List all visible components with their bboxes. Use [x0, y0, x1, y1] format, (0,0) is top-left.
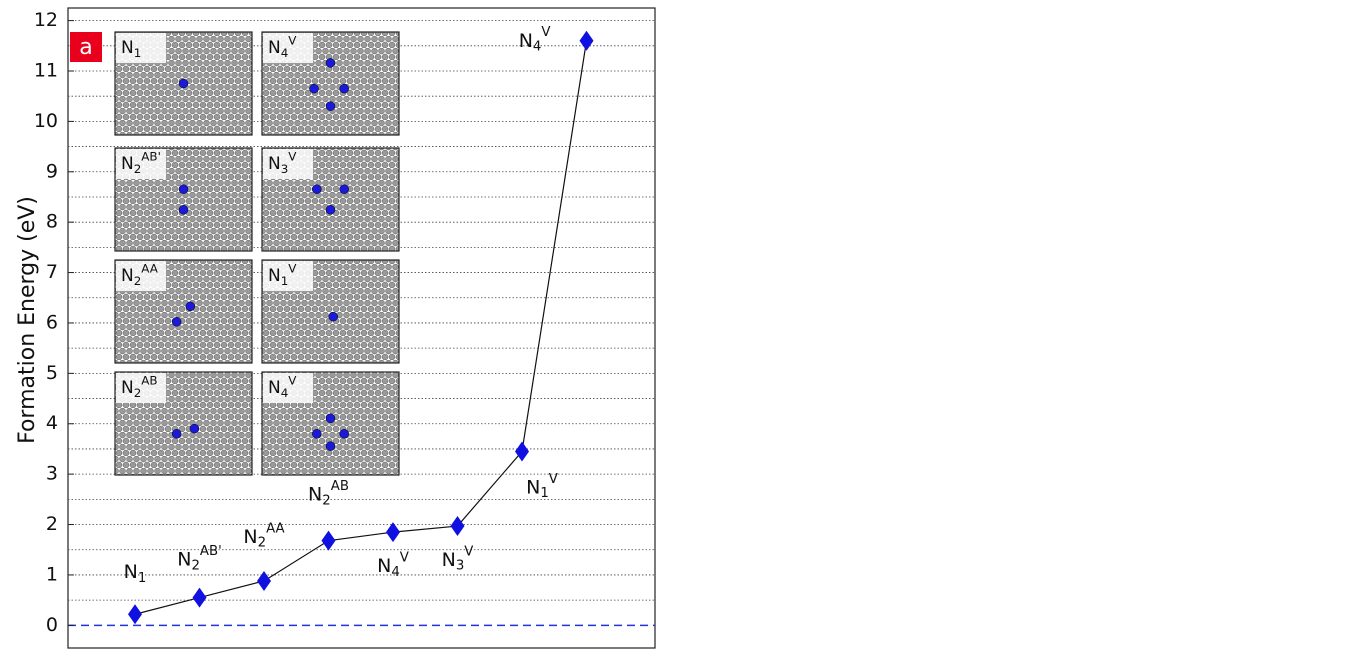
nitrogen-atom: [186, 302, 195, 311]
figure: bN2AB'cN2AAdN4VeN4V Formation Energy (eV…: [0, 0, 1360, 652]
nitrogen-atom: [340, 429, 349, 438]
nitrogen-atom: [310, 84, 319, 93]
data-point: [580, 31, 594, 51]
data-point: [386, 522, 400, 542]
point-label: N1V: [526, 472, 558, 501]
y-tick-label: 6: [46, 311, 58, 333]
y-axis-label: Formation Energy (eV): [15, 196, 40, 444]
nitrogen-atom: [190, 424, 199, 433]
y-tick-label: 7: [46, 261, 58, 283]
nitrogen-atom: [312, 185, 321, 194]
point-label: N1: [124, 561, 147, 586]
y-tick-label: 4: [46, 412, 58, 434]
data-point: [193, 588, 207, 608]
nitrogen-atom: [340, 84, 349, 93]
nitrogen-atom: [172, 429, 181, 438]
data-point: [451, 516, 465, 536]
y-tick-label: 9: [46, 160, 58, 182]
data-point: [128, 604, 142, 624]
nitrogen-atom: [179, 79, 188, 88]
nitrogen-atom: [326, 205, 335, 214]
nitrogen-atom: [312, 429, 321, 438]
y-tick-label: 5: [46, 362, 58, 384]
panel-letter: a: [79, 35, 92, 60]
page: {"chart_data": {"type": "line", "y_label…: [0, 0, 1360, 652]
nitrogen-atom: [329, 312, 338, 321]
y-tick-label: 11: [34, 59, 58, 81]
nitrogen-atom: [326, 414, 335, 423]
y-tick-label: 3: [46, 463, 58, 485]
nitrogen-atom: [340, 185, 349, 194]
point-label: N4V: [377, 551, 409, 580]
point-label: N3V: [442, 544, 474, 573]
nitrogen-atom: [326, 58, 335, 67]
y-tick-label: 10: [34, 110, 58, 132]
point-label: N2AA: [243, 521, 284, 550]
y-tick-label: 12: [34, 9, 58, 31]
nitrogen-atom: [326, 442, 335, 451]
nitrogen-atom: [179, 185, 188, 194]
data-point: [257, 571, 271, 591]
nitrogen-atom: [179, 205, 188, 214]
data-point: [515, 441, 529, 461]
y-tick-label: 8: [46, 211, 58, 233]
nitrogen-atom: [172, 317, 181, 326]
y-tick-label: 0: [46, 614, 58, 636]
point-label: N2AB': [177, 544, 222, 573]
point-label: N4V: [519, 25, 551, 54]
point-label: N2AB: [308, 479, 349, 508]
y-tick-label: 2: [46, 513, 58, 535]
nitrogen-atom: [326, 102, 335, 111]
data-point: [322, 531, 336, 551]
y-tick-label: 1: [46, 563, 58, 585]
